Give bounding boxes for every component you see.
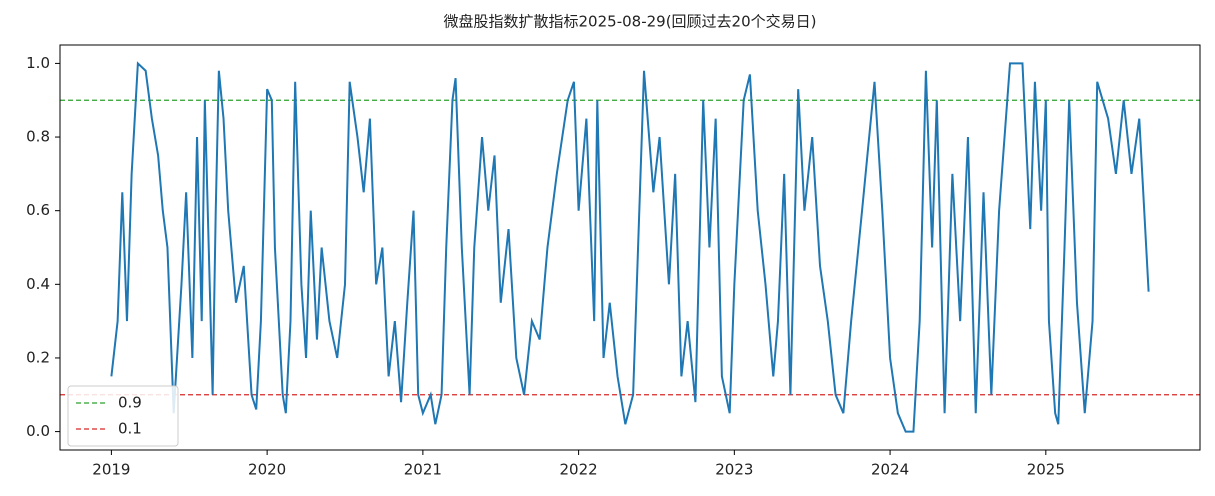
x-tick-label: 2020	[248, 461, 286, 479]
legend-label: 0.9	[118, 394, 142, 412]
chart-title: 微盘股指数扩散指标2025-08-29(回顾过去20个交易日)	[444, 13, 817, 31]
y-tick-label: 0.8	[26, 128, 50, 146]
x-tick-label: 2025	[1027, 461, 1065, 479]
legend-label: 0.1	[118, 420, 142, 438]
y-tick-label: 0.6	[26, 201, 50, 219]
y-tick-label: 0.4	[26, 275, 50, 293]
x-tick-label: 2023	[715, 461, 753, 479]
y-tick-label: 0.0	[26, 422, 50, 440]
x-tick-label: 2022	[560, 461, 598, 479]
legend-box	[67, 385, 179, 447]
data-line	[110, 61, 1150, 433]
y-tick-label: 0.2	[26, 348, 50, 366]
y-tick-label: 1.0	[26, 54, 50, 72]
x-tick-label: 2024	[871, 461, 909, 479]
plot-frame	[59, 44, 1201, 451]
x-tick-label: 2019	[92, 461, 130, 479]
x-tick-label: 2021	[404, 461, 442, 479]
